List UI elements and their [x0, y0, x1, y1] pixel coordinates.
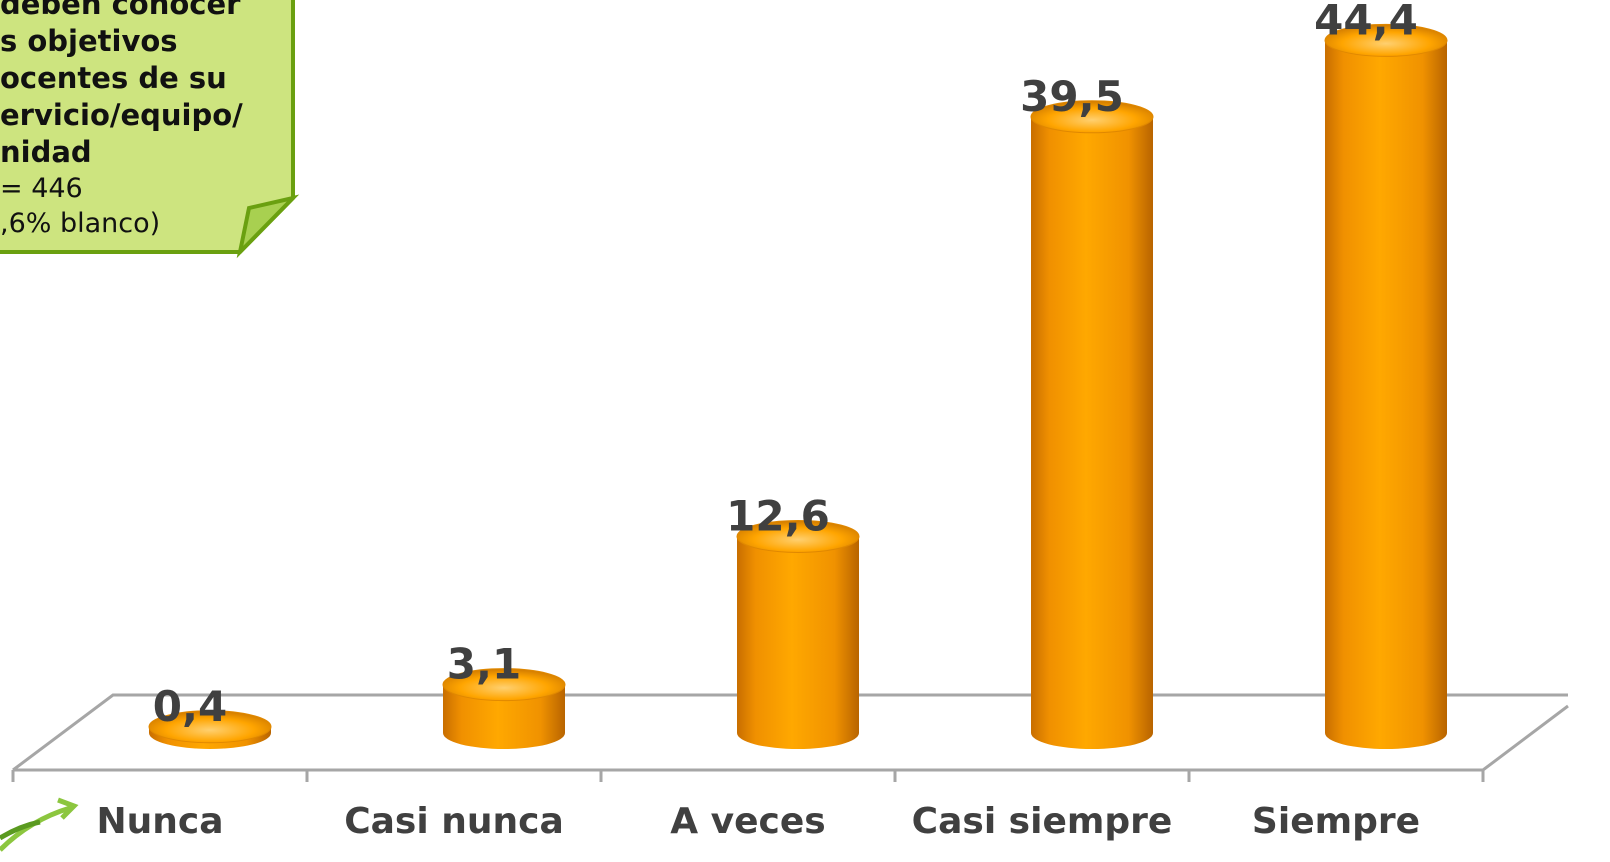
- logo-swoosh-2: [0, 819, 41, 841]
- note-title-line: s objetivos: [0, 24, 178, 58]
- logo-swoosh: [0, 805, 71, 852]
- logo: [0, 797, 79, 852]
- value-label: 44,4: [1314, 0, 1418, 44]
- cylinder-top: [442, 668, 566, 702]
- x-tick-label: Casi siempre: [912, 801, 1173, 842]
- note-title-line: ocentes de su: [0, 61, 227, 95]
- value-label: 3,1: [447, 640, 521, 689]
- note-fold: [236, 194, 300, 259]
- cylinder-top: [148, 710, 272, 744]
- note-text-line: ,6% blanco): [0, 208, 160, 239]
- x-tick-label: Siempre: [1252, 801, 1420, 842]
- note: [0, 0, 300, 259]
- logo-arrow: [57, 797, 79, 820]
- cylinder-body: [443, 684, 565, 749]
- note-title-line: nidad: [0, 135, 92, 169]
- note-text-line: = 446: [0, 173, 83, 204]
- cylinder-body: [1031, 116, 1153, 750]
- note-title-line: deben conocer: [0, 0, 241, 21]
- value-label: 39,5: [1020, 72, 1124, 121]
- value-label: 12,6: [726, 491, 830, 540]
- x-tick-label: Casi nunca: [344, 801, 564, 842]
- cylinder-top: [736, 519, 860, 553]
- cylinder-body: [737, 536, 859, 749]
- cylinder-top: [1324, 23, 1448, 57]
- note-title-line: ervicio/equipo/: [0, 98, 243, 132]
- value-label: 0,4: [153, 682, 227, 731]
- cylinder-top: [1030, 100, 1154, 134]
- x-tick-label: Nunca: [96, 801, 223, 842]
- x-tick-label: A veces: [670, 801, 825, 842]
- cylinder-body: [1325, 40, 1447, 750]
